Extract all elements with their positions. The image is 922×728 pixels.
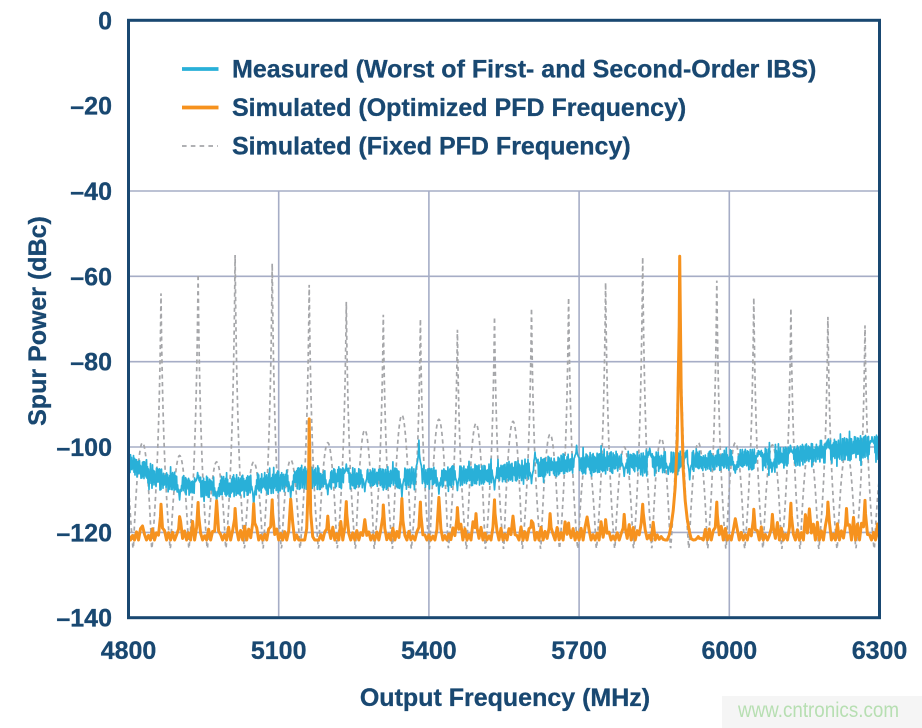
svg-text:Output Frequency (MHz): Output Frequency (MHz) [360, 684, 650, 712]
svg-text:–120: –120 [56, 519, 112, 547]
svg-text:5100: 5100 [251, 637, 307, 665]
svg-text:6300: 6300 [852, 637, 908, 665]
svg-text:–40: –40 [70, 178, 112, 206]
svg-text:–60: –60 [70, 263, 112, 291]
svg-text:4800: 4800 [101, 637, 157, 665]
svg-text:–80: –80 [70, 349, 112, 377]
svg-text:5400: 5400 [401, 637, 457, 665]
svg-text:Measured (Worst of First- and: Measured (Worst of First- and Second-Ord… [232, 56, 816, 84]
svg-text:Simulated (Fixed PFD Frequency: Simulated (Fixed PFD Frequency) [232, 133, 631, 161]
svg-text:–140: –140 [56, 605, 112, 633]
svg-text:www.cntronics.com: www.cntronics.com [737, 699, 899, 722]
svg-text:–20: –20 [70, 93, 112, 121]
svg-text:Spur Power (dBc): Spur Power (dBc) [24, 216, 52, 426]
svg-text:–100: –100 [56, 434, 112, 462]
svg-text:6000: 6000 [701, 637, 757, 665]
svg-text:Simulated (Optimized PFD Frequ: Simulated (Optimized PFD Frequency) [232, 94, 686, 122]
svg-text:0: 0 [98, 7, 112, 35]
svg-text:5700: 5700 [551, 637, 607, 665]
